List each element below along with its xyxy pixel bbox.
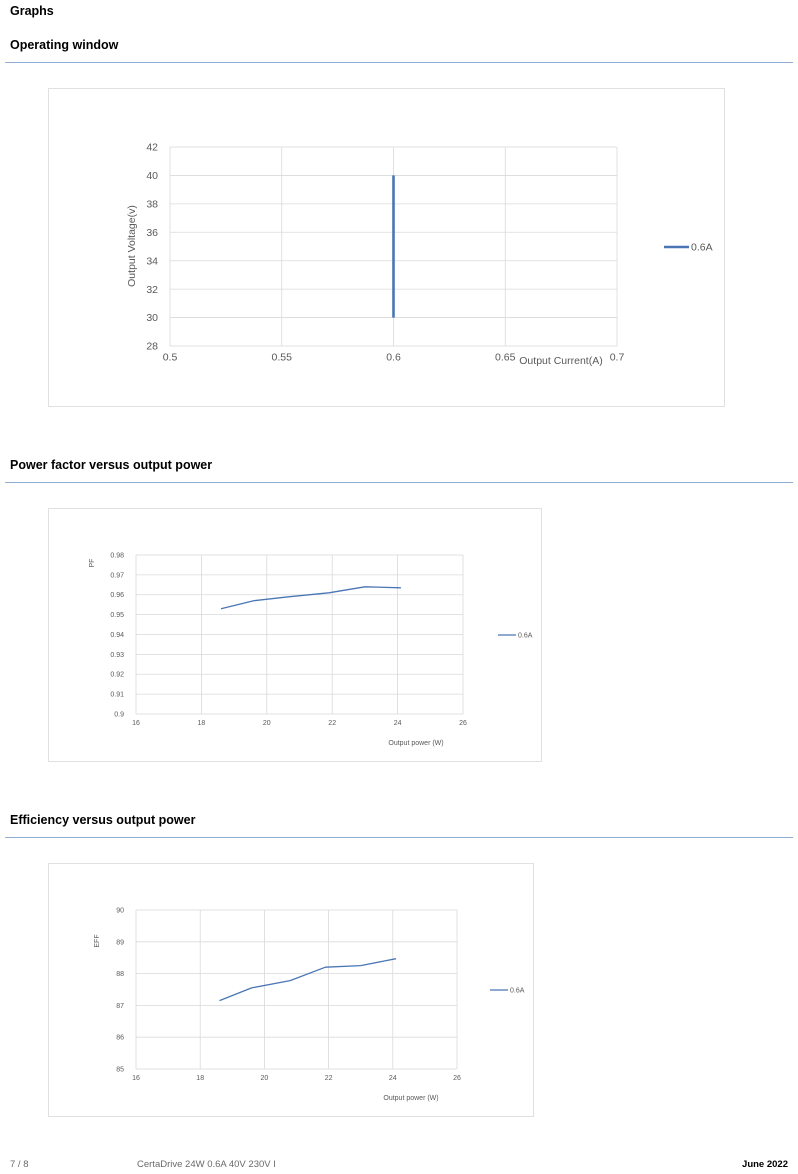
- y-tick-label: 34: [146, 255, 158, 267]
- y-axis-title: EFF: [94, 934, 101, 947]
- series-line: [220, 586, 401, 610]
- chart-efficiency: 16 18 20 22 24 26 85 86 87 88 89 90 Output power (W)…: [48, 863, 534, 1117]
- section-divider: [5, 62, 793, 63]
- x-tick-label: 22: [325, 1075, 333, 1082]
- x-tick-label: 22: [328, 720, 336, 727]
- x-tick-label: 18: [198, 720, 206, 727]
- x-tick-label: 26: [453, 1075, 461, 1082]
- x-axis-title: Output power (W): [388, 740, 443, 747]
- y-tick-label: 87: [116, 1003, 124, 1010]
- y-tick-label: 42: [146, 142, 158, 154]
- x-tick-label: 0.55: [272, 352, 293, 364]
- x-axis-title: Output power (W): [383, 1095, 438, 1102]
- footer-product-name: CertaDrive 24W 0.6A 40V 230V I: [137, 1159, 276, 1170]
- x-tick-label: 24: [394, 720, 402, 727]
- x-tick-label: 0.65: [495, 352, 516, 364]
- x-tick-label: 20: [263, 720, 271, 727]
- legend-label: 0.6A: [510, 987, 525, 994]
- x-tick-label: 16: [132, 1075, 140, 1082]
- footer-date: June 2022: [742, 1159, 788, 1170]
- y-axis-title: PF: [89, 559, 96, 568]
- y-tick-label: 40: [146, 170, 158, 182]
- chart-power-factor: 16 18 20 22 24 26 0.9 0.91 0.92 0.93 0.94 0.95 0.96 0…: [48, 508, 542, 762]
- y-tick-label: 0.97: [110, 572, 124, 579]
- section-title-operating-window: Operating window: [10, 38, 119, 52]
- y-tick-label: 0.98: [110, 552, 124, 559]
- legend-label: 0.6A: [518, 632, 533, 639]
- chart-operating-window-svg: 0.5 0.55 0.6 0.65 0.7 28 30 32 34 36 38 40 42 Output …: [126, 142, 713, 367]
- chart-operating-window: 0.5 0.55 0.6 0.65 0.7 28 30 32 34 36 38 40 42 Output …: [48, 88, 725, 407]
- series-line: [219, 958, 397, 1002]
- y-tick-label: 0.91: [110, 692, 124, 699]
- y-tick-label: 38: [146, 199, 158, 211]
- y-tick-label: 0.96: [110, 592, 124, 599]
- section-title-efficiency: Efficiency versus output power: [10, 813, 196, 827]
- x-tick-label: 20: [261, 1075, 269, 1082]
- footer-page-number: 7 / 8: [10, 1159, 29, 1170]
- x-axis-title: Output Current(A): [519, 355, 602, 367]
- y-tick-label: 0.95: [110, 612, 124, 619]
- y-tick-label: 32: [146, 284, 158, 296]
- y-tick-label: 89: [116, 939, 124, 946]
- x-tick-label: 24: [389, 1075, 397, 1082]
- y-tick-label: 0.9: [114, 711, 124, 718]
- y-tick-label: 0.92: [110, 672, 124, 679]
- x-tick-label: 18: [196, 1075, 204, 1082]
- section-divider: [5, 837, 793, 838]
- legend-label: 0.6A: [691, 242, 713, 254]
- x-tick-label: 0.6: [386, 352, 401, 364]
- y-tick-label: 0.94: [110, 632, 124, 639]
- y-tick-label: 28: [146, 341, 158, 353]
- y-tick-label: 30: [146, 312, 158, 324]
- x-tick-label: 0.7: [610, 352, 625, 364]
- y-tick-label: 36: [146, 227, 158, 239]
- y-tick-label: 85: [116, 1066, 124, 1073]
- chart-efficiency-svg: 16 18 20 22 24 26 85 86 87 88 89 90 Output power (W)…: [94, 907, 525, 1102]
- y-axis-title: Output Voltage(v): [126, 205, 138, 287]
- page-heading: Graphs: [10, 4, 54, 18]
- x-tick-label: 16: [132, 720, 140, 727]
- x-tick-label: 0.5: [163, 352, 178, 364]
- y-tick-label: 0.93: [110, 652, 124, 659]
- x-tick-label: 26: [459, 720, 467, 727]
- section-divider: [5, 482, 793, 483]
- y-tick-label: 90: [116, 907, 124, 914]
- section-title-power-factor: Power factor versus output power: [10, 458, 213, 472]
- y-tick-label: 88: [116, 971, 124, 978]
- y-tick-label: 86: [116, 1035, 124, 1042]
- chart-power-factor-svg: 16 18 20 22 24 26 0.9 0.91 0.92 0.93 0.94 0.95 0.96 0…: [89, 552, 533, 747]
